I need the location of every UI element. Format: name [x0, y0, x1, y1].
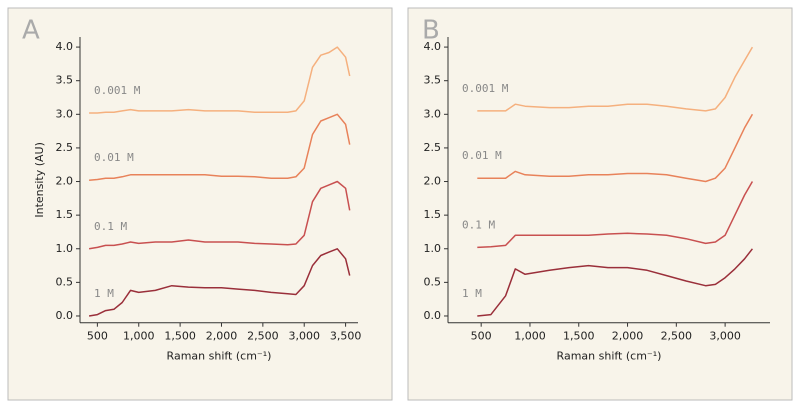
spectrum-line	[477, 248, 753, 317]
panel-a	[7, 7, 393, 401]
x-tick-label: 2,500	[661, 330, 693, 343]
y-tick-label: 2.0	[424, 175, 442, 188]
x-tick-label: 1,500	[563, 330, 595, 343]
x-tick-label: 3,000	[288, 330, 320, 343]
y-tick-label: 0.5	[424, 275, 442, 288]
x-axis-label: Raman shift (cm⁻¹)	[167, 350, 272, 363]
x-tick-label: 3,500	[330, 330, 362, 343]
y-tick-label: 3.0	[56, 107, 74, 120]
spectrum-line	[89, 46, 351, 114]
series-label: 0.1 M	[462, 218, 495, 231]
y-tick-label: 2.5	[56, 141, 74, 154]
x-tick-label: 2,000	[206, 330, 238, 343]
y-tick-label: 4.0	[424, 40, 442, 53]
y-tick-label: 3.5	[56, 74, 74, 87]
spectrum-line	[88, 180, 351, 250]
x-axis-label: Raman shift (cm⁻¹)	[557, 350, 662, 363]
spectrum-line	[477, 113, 754, 183]
series-label: 0.001 M	[94, 84, 141, 97]
y-tick-label: 1.5	[56, 208, 74, 221]
series-label: 0.01 M	[94, 151, 134, 164]
y-tick-label: 0.0	[424, 309, 442, 322]
panel-title: A	[22, 16, 40, 46]
y-tick-label: 2.5	[424, 141, 442, 154]
x-tick-label: 500	[471, 330, 492, 343]
series-label: 0.001 M	[462, 82, 509, 95]
y-tick-label: 1.0	[56, 242, 74, 255]
y-tick-label: 2.0	[56, 175, 74, 188]
x-tick-label: 3,000	[709, 330, 741, 343]
series-label: 0.01 M	[462, 149, 502, 162]
x-tick-label: 500	[87, 330, 108, 343]
spectrum-line	[88, 248, 351, 317]
x-tick-label: 1,000	[123, 330, 155, 343]
series-label: 1 M	[462, 287, 482, 300]
x-tick-label: 2,000	[612, 330, 644, 343]
spectrum-line	[89, 113, 351, 181]
series-label: 1 M	[94, 287, 114, 300]
series-label: 0.1 M	[94, 220, 127, 233]
panel-title: B	[422, 16, 440, 46]
panel-b	[407, 7, 793, 401]
y-tick-label: 4.0	[56, 40, 74, 53]
x-tick-label: 1,000	[514, 330, 546, 343]
y-tick-label: 1.5	[424, 208, 442, 221]
y-tick-label: 3.5	[424, 74, 442, 87]
spectrum-line	[477, 46, 754, 112]
y-tick-label: 0.0	[56, 309, 74, 322]
x-tick-label: 2,500	[247, 330, 279, 343]
spectrum-line	[477, 181, 754, 249]
x-tick-label: 1,500	[164, 330, 196, 343]
y-axis-label: Intensity (AU)	[33, 142, 46, 218]
y-tick-label: 3.0	[424, 107, 442, 120]
y-tick-label: 1.0	[424, 242, 442, 255]
y-tick-label: 0.5	[56, 275, 74, 288]
